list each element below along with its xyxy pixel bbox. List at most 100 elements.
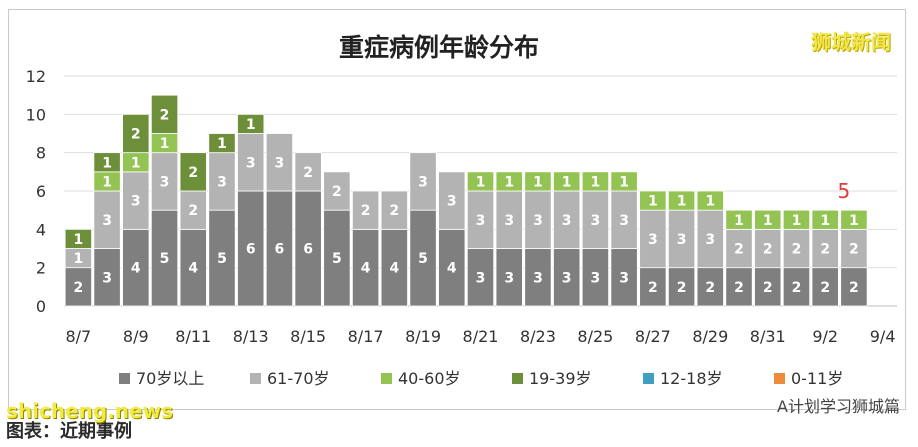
y-axis: 0 2 4 6 8 10 12 [26,67,46,316]
bar-segment [696,267,724,307]
bar-data-label: 2 [361,203,371,219]
bar-segment [150,209,179,307]
bar-segment [150,152,179,211]
bar-data-label: 1 [648,194,658,210]
bar-segment [811,267,839,307]
legend-swatch [512,373,523,384]
bar-data-label: 3 [160,174,170,190]
bar-segment [380,228,408,307]
bar-segment [524,171,552,192]
bar-segment [667,209,696,269]
bar-data-label: 4 [447,261,457,277]
bar-segment [639,267,667,307]
bar-data-label: 3 [102,213,112,229]
bar-segment [93,152,121,173]
bar-data-label: 2 [763,242,773,258]
bar-data-label: 2 [734,242,744,258]
x-tick-label: 8/11 [175,327,211,346]
bar-data-label: 2 [648,280,658,296]
x-tick-label: 9/4 [870,327,896,346]
bar-data-label: 2 [332,184,342,200]
x-tick-label: 8/25 [577,327,613,346]
y-tick-label: 0 [36,297,46,316]
x-tick-label: 8/31 [750,327,786,346]
bar-segment [208,209,236,307]
bar-segment [840,209,868,230]
bar-segment [782,267,811,307]
bar-segment [667,190,696,211]
bar-data-label: 1 [476,174,486,190]
bar-segment [610,248,638,307]
bar-data-label: 5 [217,251,227,267]
legend-swatch [774,373,785,384]
bar-segment [754,228,782,269]
brand-logo-text: 狮城新闻 [811,30,891,54]
bar-segment [122,113,150,154]
bar-data-label: 3 [705,232,715,248]
bar-data-label: 6 [275,242,285,258]
x-tick-label: 8/9 [123,327,149,346]
x-tick-label: 8/17 [348,327,384,346]
bar-data-label: 1 [562,174,572,190]
bar-segment [122,171,150,230]
legend-label: 12-18岁 [660,369,723,388]
chart-annotations: 5 [837,179,850,203]
bar-segment [581,248,610,307]
bar-data-label: 5 [160,251,170,267]
annotation-label: 5 [837,179,850,203]
bar-data-label: 2 [389,203,399,219]
x-tick-label: 8/19 [405,327,441,346]
bar-data-label: 1 [734,213,744,229]
x-tick-label: 8/15 [290,327,326,346]
bar-data-label: 2 [73,280,83,296]
bar-segment [495,190,523,249]
bar-data-label: 1 [849,213,859,229]
bar-segment [351,228,380,307]
bar-data-label: 1 [73,232,83,248]
legend-swatch [119,373,130,384]
bar-segment [294,190,322,307]
bar-segment [438,171,466,230]
bar-data-label: 1 [705,194,715,210]
bar-segment [639,209,667,269]
bar-data-label: 2 [160,107,170,123]
bar-data-label: 2 [763,280,773,296]
y-tick-label: 6 [36,182,46,201]
bar-segment [524,248,552,307]
bar-segment [811,228,839,269]
bar-segment [553,248,581,307]
bar-segment [495,171,523,192]
bar-segment [725,228,753,269]
bar-data-label: 3 [447,194,457,210]
x-tick-label: 8/23 [520,327,556,346]
bar-data-label: 2 [677,280,687,296]
bar-data-label: 2 [303,165,313,181]
y-tick-label: 4 [36,220,46,239]
bar-data-label: 1 [504,174,514,190]
bar-data-label: 2 [792,242,802,258]
chart-bars: 2 1 1 3 3 1 1 4 3 1 2 5 3 1 2 4 2 2 5 3 1 6 3 1 6 3 6 2 5 2 4 2 4 2 5 3 4 3 3 3… [64,94,868,307]
source-text: 图表：近期事例 [6,421,132,442]
bar-data-label: 1 [763,213,773,229]
bar-data-label: 3 [275,155,285,171]
y-tick-label: 2 [36,259,46,278]
bar-segment [237,113,265,134]
bar-segment [438,228,466,307]
bar-data-label: 1 [533,174,543,190]
bar-data-label: 3 [246,155,256,171]
bar-segment [840,267,868,307]
y-tick-label: 12 [26,67,46,86]
bar-segment [524,190,552,249]
legend-label: 0-11岁 [791,369,843,388]
y-tick-label: 8 [36,144,46,163]
bar-data-label: 5 [418,251,428,267]
bar-data-label: 1 [131,155,141,171]
bar-data-label: 3 [217,174,227,190]
bar-data-label: 3 [562,270,572,286]
bar-data-label: 3 [504,213,514,229]
bar-data-label: 3 [533,270,543,286]
bar-data-label: 1 [102,155,112,171]
chart-source-note: shicheng.news 图表：近期事例 [6,399,173,443]
bar-segment [782,228,811,269]
